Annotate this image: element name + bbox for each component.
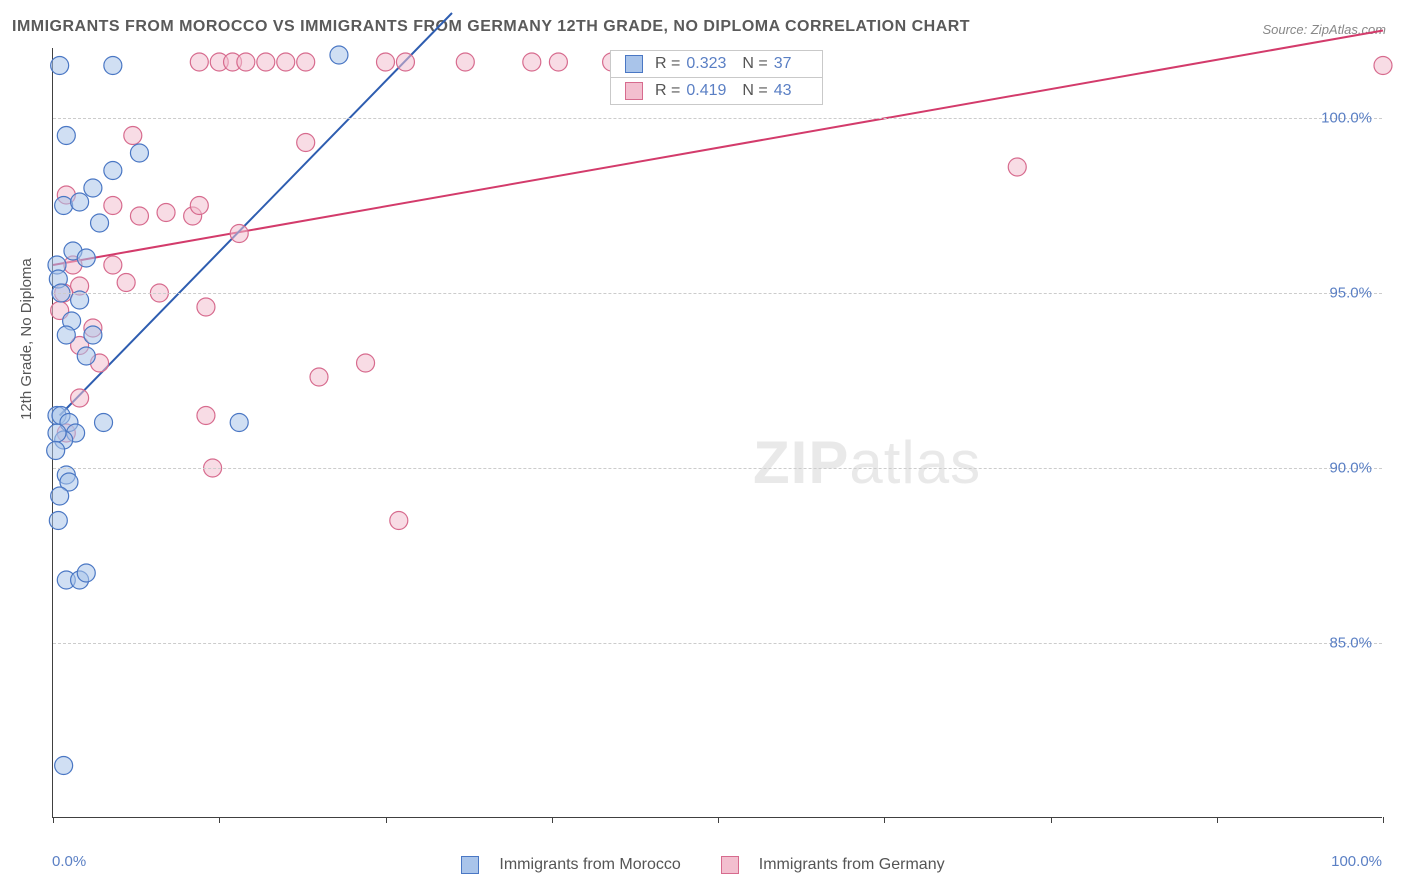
bottom-legend: Immigrants from Morocco Immigrants from … (0, 856, 1406, 874)
y-tick-label: 85.0% (1329, 635, 1372, 652)
stats-legend-row-morocco: R = 0.323 N = 37 (611, 51, 822, 78)
x-tick (1217, 817, 1218, 823)
x-tick (53, 817, 54, 823)
y-tick-label: 95.0% (1329, 285, 1372, 302)
x-axis-label-right: 100.0% (1331, 853, 1382, 870)
n-value-morocco: 37 (774, 55, 792, 73)
r-value-morocco: 0.323 (686, 55, 726, 73)
x-tick (219, 817, 220, 823)
r-label: R = (655, 55, 680, 73)
n-label: N = (742, 82, 767, 100)
gridline (53, 468, 1382, 469)
source-attribution: Source: ZipAtlas.com (1262, 22, 1386, 37)
stats-legend: R = 0.323 N = 37 R = 0.419 N = 43 (610, 50, 823, 105)
n-label: N = (742, 55, 767, 73)
x-tick (1051, 817, 1052, 823)
swatch-morocco-icon (461, 856, 479, 874)
legend-label-germany: Immigrants from Germany (759, 856, 945, 874)
x-tick (386, 817, 387, 823)
chart-svg (53, 48, 1382, 817)
n-value-germany: 43 (774, 82, 792, 100)
swatch-morocco (625, 55, 643, 73)
x-axis-label-left: 0.0% (52, 853, 86, 870)
bottom-legend-germany: Immigrants from Germany (721, 856, 945, 874)
chart-title: IMMIGRANTS FROM MOROCCO VS IMMIGRANTS FR… (12, 18, 970, 36)
r-value-germany: 0.419 (686, 82, 726, 100)
x-tick (552, 817, 553, 823)
stats-legend-row-germany: R = 0.419 N = 43 (611, 78, 822, 104)
x-tick (1383, 817, 1384, 823)
x-tick (884, 817, 885, 823)
x-tick (718, 817, 719, 823)
y-tick-label: 100.0% (1321, 110, 1372, 127)
gridline (53, 643, 1382, 644)
swatch-germany (625, 82, 643, 100)
y-axis-title: 12th Grade, No Diploma (18, 258, 35, 420)
gridline (53, 118, 1382, 119)
swatch-germany-icon (721, 856, 739, 874)
plot-area: ZIPatlas 85.0%90.0%95.0%100.0% (52, 48, 1382, 818)
legend-label-morocco: Immigrants from Morocco (499, 856, 680, 874)
y-tick-label: 90.0% (1329, 460, 1372, 477)
bottom-legend-morocco: Immigrants from Morocco (461, 856, 680, 874)
gridline (53, 293, 1382, 294)
r-label: R = (655, 82, 680, 100)
